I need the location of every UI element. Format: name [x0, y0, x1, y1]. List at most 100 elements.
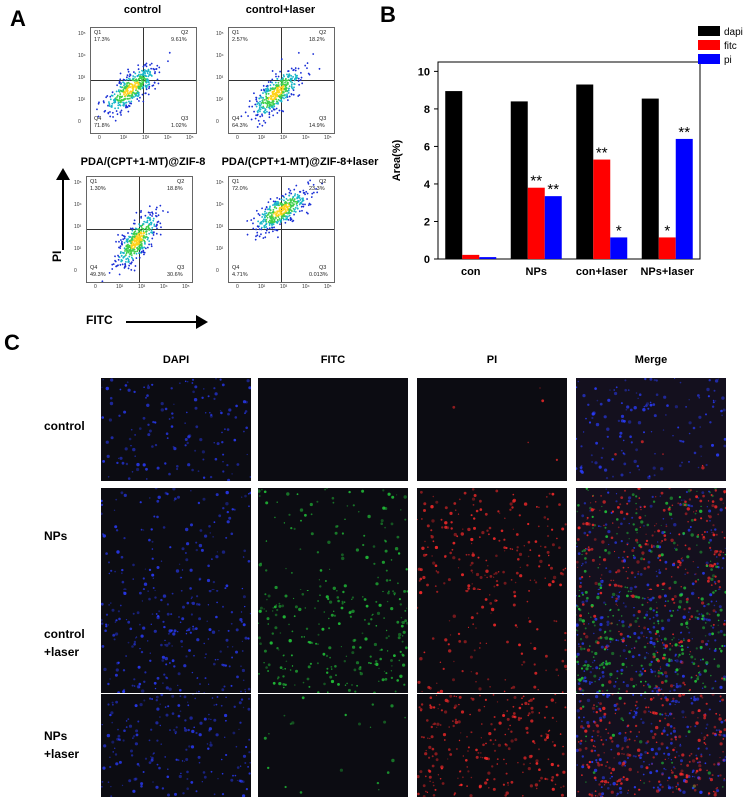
event-dot [138, 223, 141, 226]
event-dot [277, 81, 280, 84]
micrograph-fitc [258, 378, 408, 481]
event-dot [278, 217, 281, 220]
event-dot [267, 208, 269, 211]
event-dot [246, 220, 249, 222]
event-dot [133, 81, 136, 84]
quadrant-label: Q1 [232, 30, 240, 36]
micrograph-pi [417, 488, 567, 591]
event-dot [137, 68, 140, 71]
event-dot [240, 115, 243, 118]
event-dot [267, 81, 270, 83]
event-dot [258, 228, 261, 231]
event-dot [153, 81, 156, 84]
event-dot [297, 80, 300, 82]
event-dot [127, 104, 130, 107]
y-tick-label: 10² [216, 246, 224, 252]
event-dot [125, 101, 128, 104]
event-dot [120, 96, 123, 98]
quadrant-percentage: 18.8% [167, 186, 183, 192]
event-dot [271, 70, 274, 72]
event-dot [293, 188, 296, 191]
event-dot [257, 225, 260, 228]
event-dot [151, 212, 154, 215]
event-dot [113, 101, 116, 104]
event-dot [267, 221, 270, 223]
event-dot [127, 232, 129, 234]
micrograph-fitc [258, 590, 408, 693]
bar-pi [479, 257, 497, 259]
event-dot [265, 212, 268, 215]
event-dot [147, 68, 150, 71]
event-dot [130, 252, 133, 254]
event-dot [128, 84, 131, 87]
y-tick-label: 2 [424, 216, 430, 228]
event-dot [131, 257, 134, 260]
event-dot [293, 86, 295, 89]
event-dot [122, 88, 125, 91]
event-dot [282, 74, 285, 76]
bar-dapi [510, 101, 528, 260]
event-dot [265, 96, 268, 99]
event-dot [294, 69, 297, 72]
event-dot [284, 94, 286, 96]
event-dot [284, 81, 286, 84]
event-dot [253, 217, 255, 220]
event-dot [153, 68, 156, 71]
legend-label: fitc [724, 41, 737, 52]
event-dot [101, 280, 104, 282]
flow-plot-nps: Q1 1.30% Q2 18.8% Q3 30.6% Q4 49.3% [86, 176, 193, 283]
event-dot [271, 226, 274, 229]
event-dot [272, 200, 275, 203]
plot-frame [437, 61, 701, 260]
x-tick-label: 10⁴ [302, 284, 310, 290]
significance-mark: * [664, 222, 670, 239]
event-dot [279, 220, 282, 223]
event-dot [263, 224, 266, 227]
event-dot [253, 92, 255, 95]
event-dot [291, 202, 294, 204]
event-dot [128, 264, 131, 267]
event-dot [297, 95, 300, 97]
event-dot [294, 73, 297, 76]
event-dot [121, 243, 123, 245]
x-tick-label: 10⁵ [186, 135, 194, 141]
event-dot [147, 228, 150, 231]
event-dot [143, 69, 146, 71]
event-dot [149, 70, 152, 73]
event-dot [260, 222, 263, 225]
event-dot [299, 198, 302, 201]
event-dot [127, 70, 130, 73]
event-dot [297, 200, 300, 203]
event-dot [310, 196, 313, 198]
y-tick-label: 10⁵ [216, 180, 224, 186]
event-dot [160, 226, 162, 229]
scatter-density [101, 204, 169, 282]
event-dot [138, 227, 140, 230]
event-dot [280, 82, 283, 85]
event-dot [155, 212, 157, 214]
event-dot [147, 236, 150, 239]
event-dot [132, 222, 135, 225]
event-dot [111, 268, 114, 270]
scatter-density [240, 51, 321, 128]
event-dot [133, 246, 136, 249]
event-dot [303, 191, 306, 194]
event-dot [252, 222, 254, 225]
y-tick-label: 10⁴ [78, 53, 86, 59]
event-dot [145, 231, 147, 233]
event-dot [137, 231, 140, 234]
event-dot [287, 79, 290, 82]
event-dot [148, 205, 151, 208]
event-dot [152, 84, 155, 87]
event-dot [147, 211, 150, 214]
quadrant-percentage: 1.02% [171, 123, 187, 129]
event-dot [285, 201, 288, 204]
event-dot [137, 86, 140, 89]
event-dot [302, 189, 305, 192]
event-dot [261, 114, 264, 117]
event-dot [248, 100, 251, 102]
event-dot [273, 204, 276, 206]
event-dot [122, 81, 124, 84]
event-dot [153, 223, 156, 226]
event-dot [269, 205, 271, 208]
